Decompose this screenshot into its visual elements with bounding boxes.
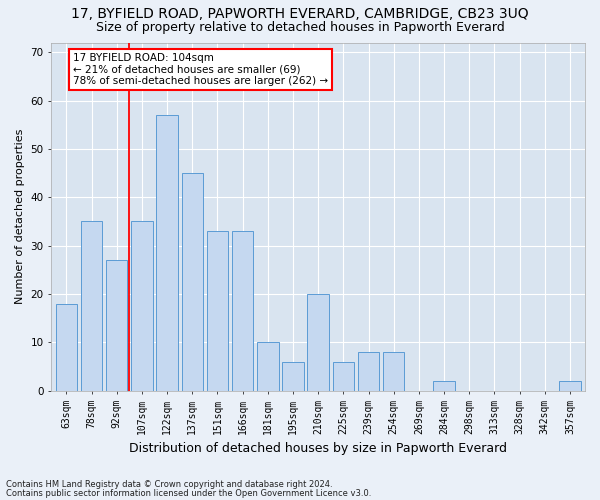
Bar (433, 381, 455, 391)
Text: Contains public sector information licensed under the Open Government Licence v3: Contains public sector information licen… (6, 489, 371, 498)
Bar (307, 294, 329, 391)
Bar (81, 222, 102, 391)
Bar (131, 222, 152, 391)
Bar (358, 352, 379, 391)
Bar (207, 231, 228, 391)
Bar (232, 231, 253, 391)
X-axis label: Distribution of detached houses by size in Papworth Everard: Distribution of detached houses by size … (129, 442, 507, 455)
Text: Contains HM Land Registry data © Crown copyright and database right 2024.: Contains HM Land Registry data © Crown c… (6, 480, 332, 489)
Bar (157, 115, 178, 391)
Text: Size of property relative to detached houses in Papworth Everard: Size of property relative to detached ho… (95, 21, 505, 34)
Bar (332, 362, 354, 391)
Text: 17, BYFIELD ROAD, PAPWORTH EVERARD, CAMBRIDGE, CB23 3UQ: 17, BYFIELD ROAD, PAPWORTH EVERARD, CAMB… (71, 8, 529, 22)
Bar (182, 173, 203, 391)
Bar (282, 362, 304, 391)
Bar (56, 304, 77, 391)
Bar (106, 260, 127, 391)
Bar (383, 352, 404, 391)
Bar (559, 381, 581, 391)
Text: 17 BYFIELD ROAD: 104sqm
← 21% of detached houses are smaller (69)
78% of semi-de: 17 BYFIELD ROAD: 104sqm ← 21% of detache… (73, 53, 328, 86)
Y-axis label: Number of detached properties: Number of detached properties (15, 129, 25, 304)
Bar (257, 342, 278, 391)
